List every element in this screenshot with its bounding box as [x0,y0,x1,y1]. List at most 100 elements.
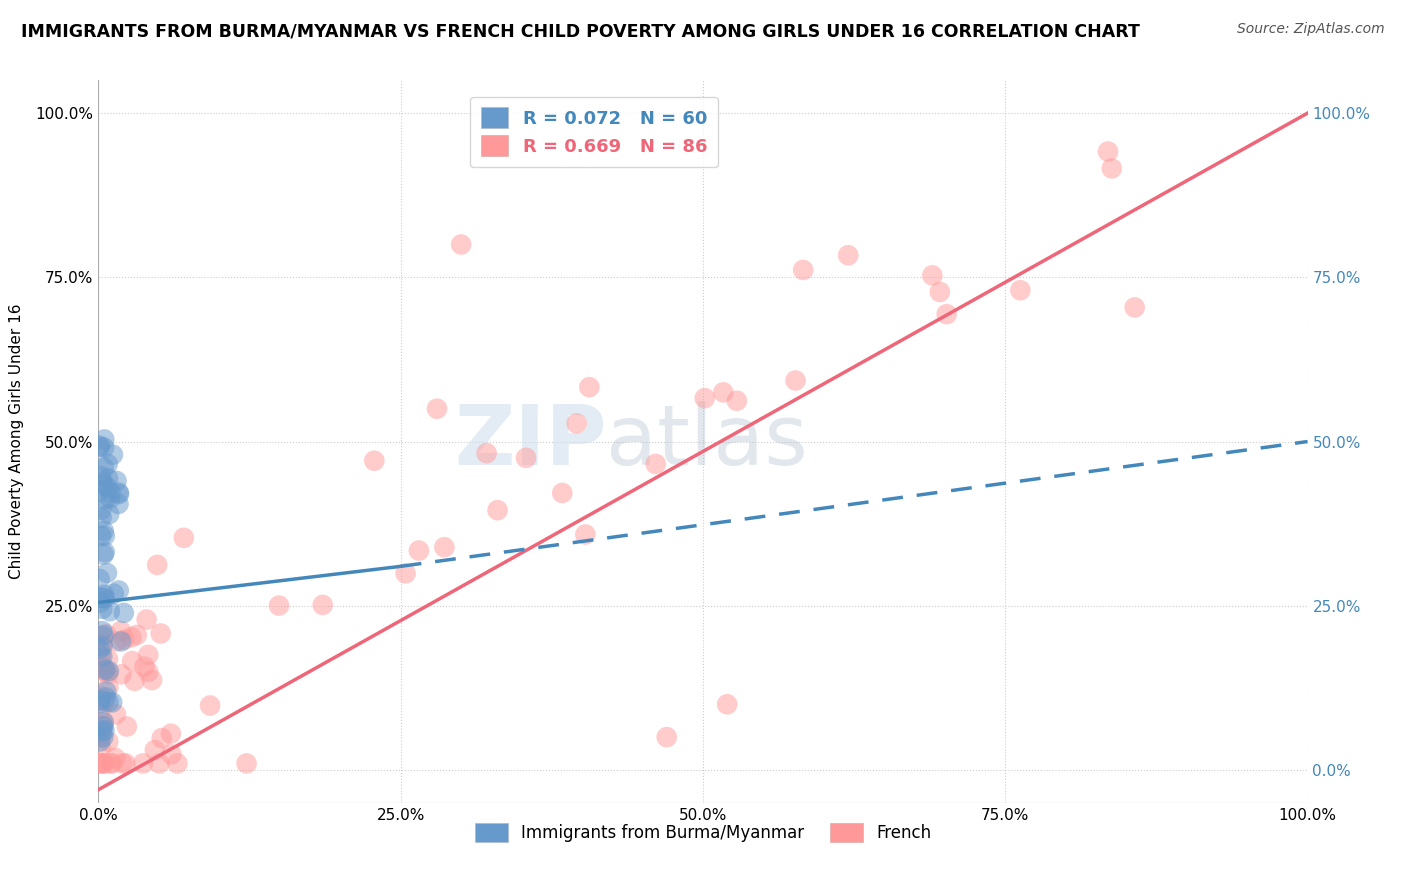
Point [107,497,129,511]
Point [93,723,115,738]
Point [93,460,115,475]
Point [935,307,957,321]
Point [91,637,114,651]
Point [97,734,120,748]
Point [93,714,115,729]
Point [136,648,159,662]
Point [149,626,172,640]
Point [1123,301,1146,315]
Point [108,487,131,501]
Point [97,664,120,678]
Point [90,629,112,643]
Point [91,591,114,605]
Point [433,540,456,554]
Point [94,492,117,507]
Point [136,665,159,679]
Point [91,649,114,664]
Point [107,583,129,598]
Point [121,654,143,668]
Point [114,756,136,771]
Point [93,716,115,731]
Point [90,595,112,609]
Point [90,690,112,704]
Point [103,587,125,601]
Point [93,588,115,602]
Point [94,694,117,708]
Point [91,660,114,674]
Point [110,667,132,681]
Point [785,374,807,388]
Point [89,696,111,710]
Point [792,263,814,277]
Point [115,719,138,733]
Point [89,439,111,453]
Point [1010,283,1032,297]
Point [655,730,678,744]
Point [93,524,115,538]
Point [112,632,135,647]
Point [96,684,118,698]
Point [173,531,195,545]
Point [363,454,385,468]
Point [93,591,115,606]
Point [101,448,124,462]
Point [426,401,449,416]
Point [551,486,574,500]
Point [90,510,112,524]
Point [644,457,666,471]
Point [90,756,112,771]
Point [93,441,115,455]
Point [96,566,118,580]
Point [235,756,257,771]
Point [125,628,148,642]
Point [107,485,129,500]
Point [716,698,738,712]
Point [124,673,146,688]
Point [267,599,290,613]
Point [134,659,156,673]
Point [486,503,509,517]
Point [97,680,120,694]
Point [574,527,596,541]
Point [91,723,114,738]
Point [97,695,120,709]
Point [112,606,135,620]
Point [93,756,115,771]
Point [93,548,115,562]
Point [198,698,221,713]
Point [110,634,132,648]
Point [565,417,588,431]
Point [160,726,183,740]
Point [97,667,120,681]
Point [91,719,114,733]
Point [93,529,115,543]
Point [150,731,173,745]
Point [105,634,128,648]
Point [100,485,122,500]
Point [100,756,122,771]
Point [90,701,112,715]
Point [104,751,127,765]
Point [312,598,335,612]
Point [91,720,114,734]
Point [91,602,114,616]
Point [394,566,416,581]
Point [928,285,950,299]
Point [90,469,112,483]
Point [146,558,169,572]
Point [91,624,114,639]
Point [921,268,943,283]
Point [89,734,111,748]
Point [450,237,472,252]
Point [160,747,183,762]
Point [110,624,132,638]
Text: ZIP: ZIP [454,401,606,482]
Point [93,628,115,642]
Point [515,450,537,465]
Point [91,475,114,490]
Point [93,433,115,447]
Point [94,627,117,641]
Point [93,756,115,771]
Legend: Immigrants from Burma/Myanmar, French: Immigrants from Burma/Myanmar, French [468,816,938,848]
Point [101,756,124,771]
